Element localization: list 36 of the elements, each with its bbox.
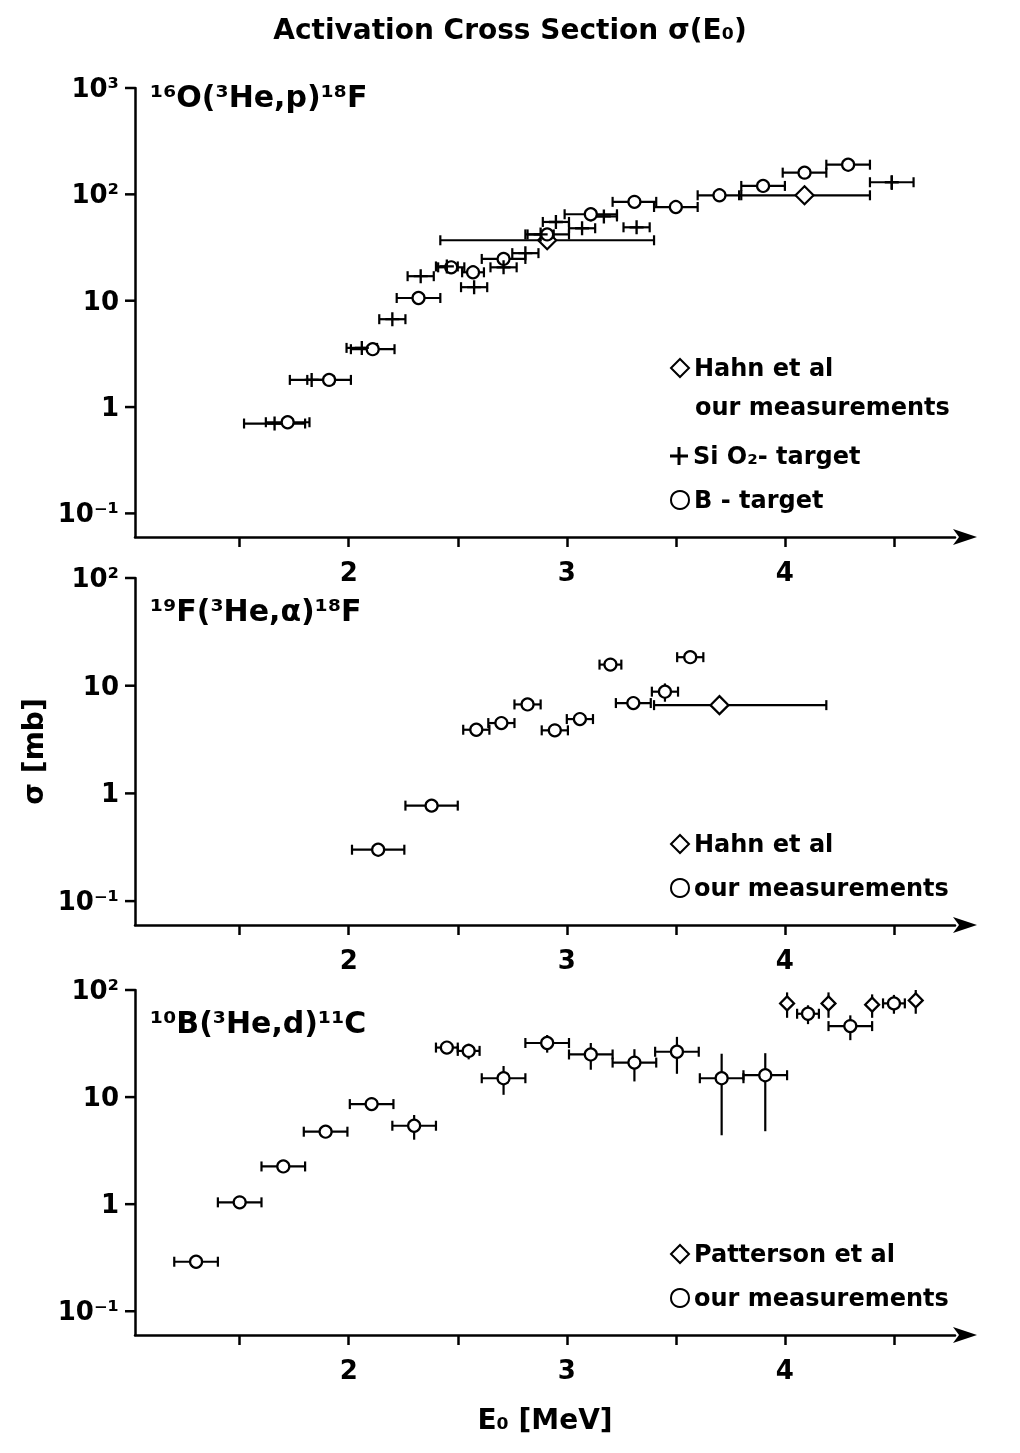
y-tick-label: 10⁻¹ — [57, 498, 119, 529]
x-tick-label: 4 — [775, 945, 794, 975]
x-tick-label: 2 — [339, 945, 358, 975]
legend-label: Si O₂- target — [693, 442, 861, 470]
legend-label: our measurements — [694, 1284, 949, 1312]
y-tick-label: 1 — [100, 392, 119, 423]
y-tick-label: 10 — [82, 1082, 119, 1113]
y-tick-label: 10 — [82, 285, 119, 316]
x-axis-title: E₀ [MeV] — [477, 1402, 613, 1436]
x-tick-label: 3 — [557, 945, 576, 975]
y-tick-label: 10² — [71, 975, 119, 1005]
x-tick-label: 4 — [775, 557, 794, 587]
text: ¹⁹F(³He,α)¹⁸F — [150, 592, 362, 628]
y-tick-label: 10³ — [71, 73, 119, 103]
x-tick-label: 4 — [775, 1355, 794, 1385]
y-tick-label: 1 — [100, 1189, 119, 1220]
legend-label: Hahn et al — [694, 354, 834, 382]
chart-subtitle: ¹⁶O(³He,p)¹⁸F — [150, 78, 368, 114]
x-tick-label: 2 — [339, 557, 358, 587]
annotation: our measurements — [695, 393, 950, 421]
legend-label: B - target — [694, 486, 824, 514]
y-tick-label: 10 — [82, 670, 119, 701]
x-tick-label: 3 — [557, 1355, 576, 1385]
y-tick-label: 10⁻¹ — [57, 1296, 119, 1327]
legend-label: Patterson et al — [694, 1240, 895, 1268]
y-axis-title: σ [mb] — [16, 698, 50, 805]
y-tick-label: 10² — [71, 563, 119, 593]
legend-label: Hahn et al — [694, 830, 834, 858]
text: ¹⁰B(³He,d)¹¹C — [150, 1004, 367, 1040]
x-tick-label: 3 — [557, 557, 576, 587]
y-tick-label: 10² — [71, 179, 119, 210]
y-tick-label: 10⁻¹ — [57, 886, 119, 917]
legend-label: our measurements — [694, 874, 949, 902]
y-tick-label: 1 — [100, 778, 119, 809]
x-tick-label: 2 — [339, 1355, 358, 1385]
chart-title: Activation Cross Section σ(E₀) — [273, 12, 747, 46]
